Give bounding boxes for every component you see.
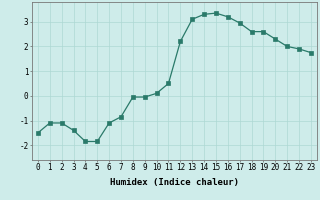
X-axis label: Humidex (Indice chaleur): Humidex (Indice chaleur) bbox=[110, 178, 239, 187]
